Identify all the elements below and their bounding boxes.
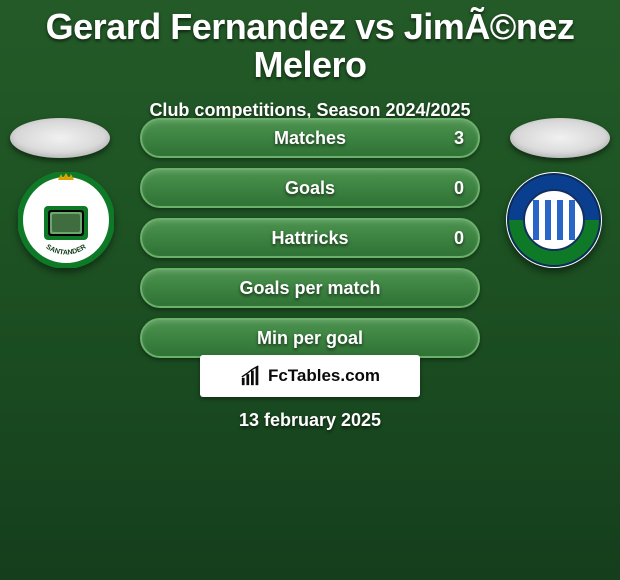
stat-label: Matches — [142, 120, 478, 156]
player-photo-left — [10, 118, 110, 158]
stat-right-value: 3 — [454, 120, 464, 156]
comparison-card: Gerard Fernandez vs JimÃ©nez Melero Club… — [0, 0, 620, 580]
club-badge-right — [506, 172, 602, 268]
stat-right-value: 0 — [454, 220, 464, 256]
stat-row-goals-per-match: Goals per match — [140, 268, 480, 308]
club-badge-left: SANTANDER — [18, 172, 114, 268]
brand-text: FcTables.com — [268, 366, 380, 386]
stat-right-value: 0 — [454, 170, 464, 206]
bar-chart-icon — [240, 365, 262, 387]
stat-row-min-per-goal: Min per goal — [140, 318, 480, 358]
stat-label: Hattricks — [142, 220, 478, 256]
comparison-body: SANTANDER — [0, 118, 620, 348]
player-photo-right — [510, 118, 610, 158]
page-title: Gerard Fernandez vs JimÃ©nez Melero — [0, 0, 620, 84]
stat-label: Goals per match — [142, 270, 478, 306]
stat-row-goals: Goals 0 — [140, 168, 480, 208]
stat-row-matches: Matches 3 — [140, 118, 480, 158]
brand-badge: FcTables.com — [200, 355, 420, 397]
stat-row-hattricks: Hattricks 0 — [140, 218, 480, 258]
stat-label: Min per goal — [142, 320, 478, 356]
stats-list: Matches 3 Goals 0 Hattricks 0 Goals per … — [140, 118, 480, 368]
date-text: 13 february 2025 — [0, 410, 620, 431]
stat-label: Goals — [142, 170, 478, 206]
